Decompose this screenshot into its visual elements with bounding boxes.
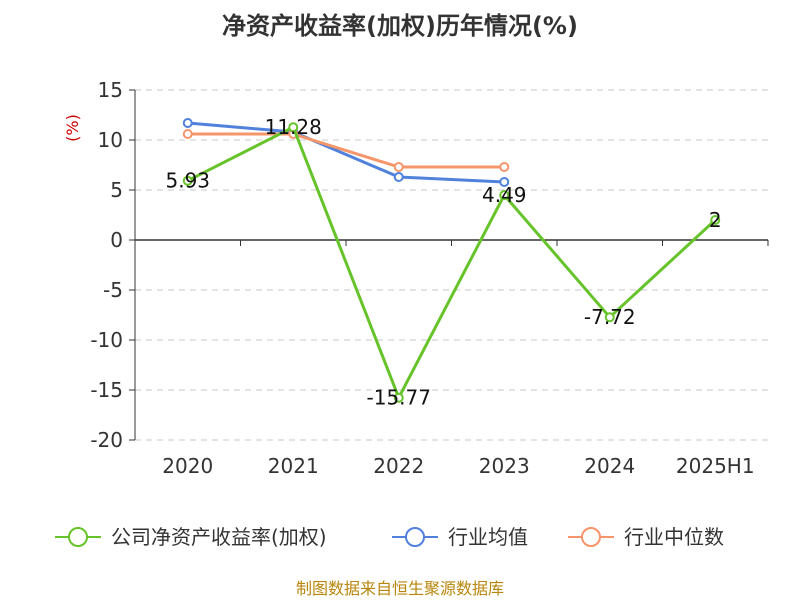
data-label: 2 — [709, 208, 722, 232]
y-tick-label: -20 — [90, 428, 123, 452]
data-point — [182, 129, 193, 139]
data-point — [710, 215, 721, 225]
data-label: 5.93 — [165, 169, 210, 193]
y-tick-label: -10 — [90, 328, 123, 352]
legend-label: 行业中位数 — [624, 525, 724, 549]
legend-marker — [581, 527, 601, 547]
y-tick-label: -5 — [103, 278, 123, 302]
data-point — [393, 392, 404, 403]
series-line — [187, 121, 505, 184]
data-point — [393, 162, 404, 172]
legend-label: 行业均值 — [448, 525, 528, 549]
data-point — [182, 175, 193, 186]
chart-title: 净资产收益率(加权)历年情况(%) — [222, 12, 578, 40]
series-line — [187, 125, 717, 400]
data-point — [499, 162, 510, 172]
data-point — [393, 172, 404, 182]
y-axis-unit: (%) — [63, 114, 82, 142]
legend-marker — [405, 527, 425, 547]
data-label: 11.28 — [265, 115, 322, 139]
data-labels: 5.93 11.28 -15.77 4.49 -7.72 2 — [165, 115, 721, 410]
x-tick-label: 2020 — [162, 454, 213, 478]
data-label: 4.49 — [482, 183, 527, 207]
series-group — [182, 118, 721, 403]
legend-label: 公司净资产收益率(加权) — [111, 525, 327, 549]
source-note: 制图数据来自恒生聚源数据库 — [296, 579, 504, 598]
data-point — [604, 312, 615, 323]
data-label: -15.77 — [367, 386, 431, 410]
legend: 公司净资产收益率(加权) 行业均值 行业中位数 — [55, 525, 724, 549]
data-label: -7.72 — [584, 305, 636, 329]
y-tick-label: 5 — [110, 178, 123, 202]
axes: 15 10 5 0 -5 -10 -15 -20 2020 2021 2022 2023 2024 202… — [90, 78, 769, 478]
x-tick-label: 2024 — [584, 454, 635, 478]
x-tick-label: 2025H1 — [676, 454, 755, 478]
x-tick-label: 2021 — [268, 454, 319, 478]
data-point — [499, 177, 510, 187]
data-point — [182, 118, 193, 128]
x-tick-label: 2023 — [479, 454, 530, 478]
series-line — [187, 132, 505, 169]
x-tick-label: 2022 — [373, 454, 424, 478]
y-tick-label: 15 — [98, 78, 123, 102]
y-tick-label: -15 — [90, 378, 123, 402]
legend-marker — [68, 527, 88, 547]
y-tick-label: 0 — [110, 228, 123, 252]
data-point — [499, 190, 510, 201]
data-point — [288, 122, 299, 133]
y-tick-label: 10 — [98, 128, 123, 152]
grid-lines — [135, 89, 768, 441]
